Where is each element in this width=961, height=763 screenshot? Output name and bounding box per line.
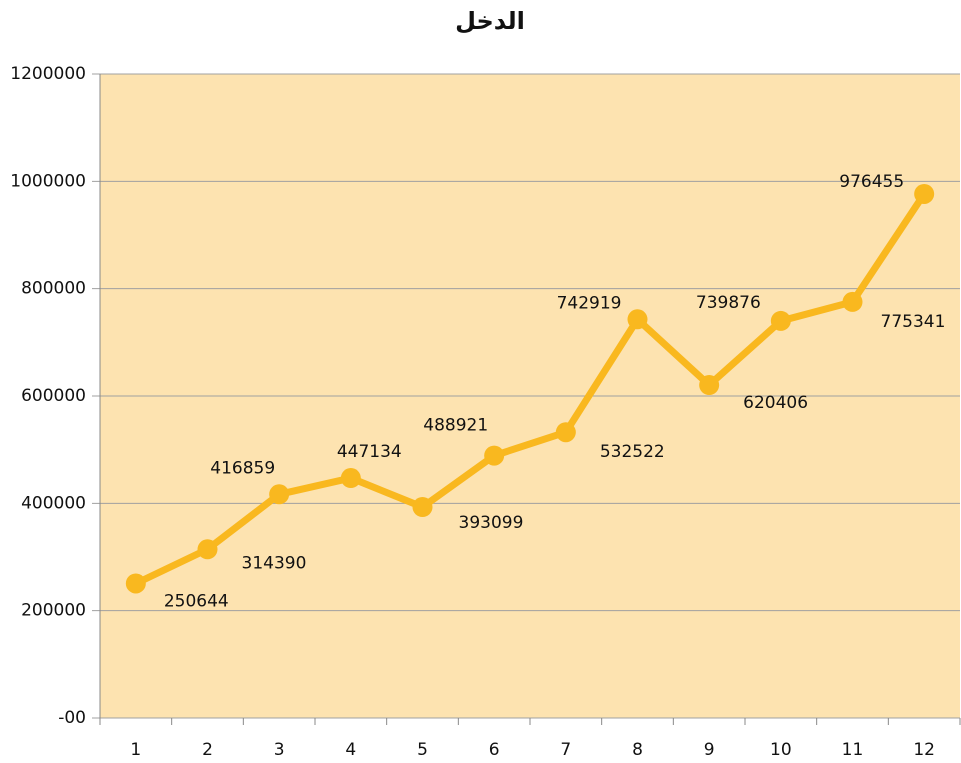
point [125, 573, 146, 594]
point [627, 309, 648, 330]
y-tick-label: 200000 [21, 601, 86, 621]
chart-title: الدخل [455, 7, 525, 35]
data-label: 532522 [600, 442, 665, 462]
point [412, 497, 433, 518]
data-label: 775341 [881, 312, 946, 332]
point [269, 484, 290, 505]
y-tick-label: 400000 [21, 493, 86, 513]
data-label: 488921 [423, 416, 488, 436]
x-tick-label: 7 [560, 740, 571, 760]
point [770, 310, 791, 331]
point [914, 183, 935, 204]
y-tick-label: 1000000 [10, 171, 86, 191]
x-tick-label: 9 [704, 740, 715, 760]
y-tick-label: 1200000 [10, 64, 86, 84]
x-tick-label: 1 [130, 740, 141, 760]
x-tick-label: 4 [345, 740, 356, 760]
data-label: 742919 [557, 293, 622, 313]
point [340, 468, 361, 489]
data-label: 739876 [696, 293, 761, 313]
point [555, 422, 576, 443]
y-tick-label: 800000 [21, 279, 86, 299]
data-label: 314390 [242, 553, 307, 573]
point [842, 291, 863, 312]
x-tick-label: 11 [842, 740, 864, 760]
y-tick-label: 600000 [21, 386, 86, 406]
series-line [134, 192, 928, 587]
y-tick-label: -00 [58, 708, 86, 728]
x-tick-label: 2 [202, 740, 213, 760]
x-tick-label: 8 [632, 740, 643, 760]
data-label: 447134 [337, 442, 402, 462]
x-tick-label: 12 [913, 740, 935, 760]
data-label: 620406 [743, 393, 808, 413]
data-label: 393099 [459, 513, 524, 533]
x-tick-label: 10 [770, 740, 792, 760]
point [197, 539, 218, 560]
x-tick-label: 3 [274, 740, 285, 760]
x-tick-label: 5 [417, 740, 428, 760]
data-label: 976455 [839, 172, 904, 192]
x-tick-label: 6 [489, 740, 500, 760]
point [484, 445, 505, 466]
data-label: 416859 [210, 458, 275, 478]
point [699, 375, 720, 396]
data-label: 250644 [164, 591, 229, 611]
